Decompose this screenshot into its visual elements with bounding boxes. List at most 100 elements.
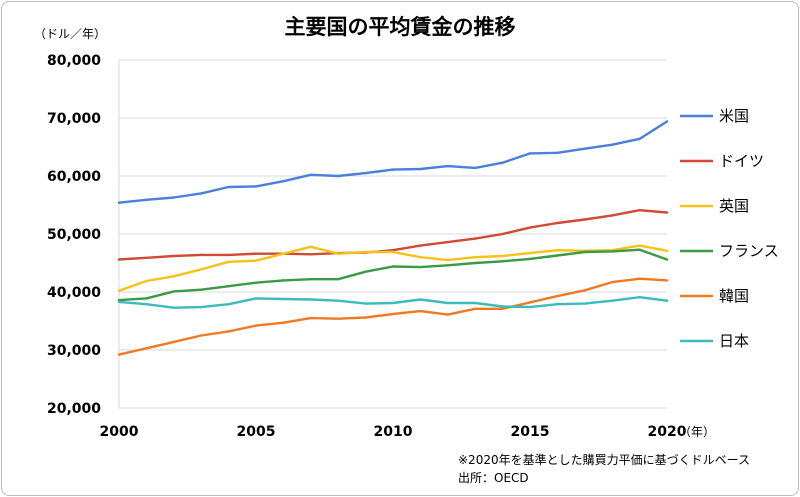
y-tick-label: 70,000 bbox=[47, 111, 101, 127]
x-tick-label: 2015 bbox=[511, 424, 550, 440]
data-point bbox=[474, 166, 477, 170]
data-point bbox=[528, 257, 532, 261]
data-point bbox=[254, 281, 258, 284]
data-point bbox=[474, 261, 477, 265]
legend-label: 英国 bbox=[719, 197, 749, 215]
data-point bbox=[145, 256, 148, 259]
data-point bbox=[583, 250, 586, 254]
y-tick-label: 60,000 bbox=[47, 169, 101, 185]
gridlines bbox=[118, 59, 667, 409]
data-point bbox=[200, 192, 203, 195]
data-point bbox=[583, 302, 586, 305]
data-point bbox=[200, 305, 203, 309]
data-point bbox=[446, 313, 449, 316]
data-point bbox=[391, 265, 395, 268]
data-point bbox=[282, 180, 285, 183]
data-point bbox=[611, 214, 614, 217]
chart-title: 主要国の平均賃金の推移 bbox=[285, 15, 516, 39]
data-point bbox=[556, 254, 559, 257]
footnote: ※2020年を基準とした購買力平価に基づくドルベース bbox=[458, 452, 750, 467]
data-point bbox=[528, 226, 532, 229]
x-tick-label: 2000 bbox=[100, 424, 139, 440]
data-point bbox=[145, 302, 148, 306]
data-point bbox=[391, 312, 395, 316]
x-axis-ticks: 2000 2005 2010 2015 2020 bbox=[100, 424, 687, 440]
data-point bbox=[282, 279, 285, 282]
data-point bbox=[528, 152, 532, 155]
data-point bbox=[638, 244, 641, 247]
data-point bbox=[117, 353, 121, 356]
data-point bbox=[227, 302, 230, 306]
data-point bbox=[665, 120, 669, 123]
data-point bbox=[665, 279, 669, 282]
data-point bbox=[556, 302, 559, 306]
data-point bbox=[172, 254, 175, 258]
data-point bbox=[665, 211, 669, 214]
data-point bbox=[117, 289, 121, 293]
data-point bbox=[638, 296, 641, 299]
y-tick-label: 40,000 bbox=[47, 285, 101, 301]
data-point bbox=[419, 265, 422, 269]
data-point bbox=[364, 171, 367, 175]
data-point bbox=[556, 151, 559, 154]
data-point bbox=[309, 298, 312, 301]
y-axis-unit: （ドル／年） bbox=[34, 27, 106, 41]
data-point bbox=[419, 167, 422, 171]
data-point bbox=[145, 297, 148, 300]
data-point bbox=[501, 307, 504, 311]
x-tick-label: 2010 bbox=[374, 424, 413, 440]
data-point bbox=[172, 290, 175, 293]
data-point bbox=[337, 252, 340, 255]
series-line bbox=[117, 120, 669, 204]
data-point bbox=[254, 324, 258, 327]
data-point bbox=[309, 278, 312, 281]
data-point bbox=[528, 301, 532, 304]
data-point bbox=[474, 307, 477, 311]
data-point bbox=[172, 306, 175, 309]
data-point bbox=[337, 278, 340, 281]
data-point bbox=[501, 305, 504, 308]
data-point bbox=[665, 299, 669, 302]
data-point bbox=[446, 240, 449, 244]
data-point bbox=[419, 298, 422, 301]
data-point bbox=[254, 252, 258, 255]
data-point bbox=[200, 334, 203, 337]
data-point bbox=[364, 316, 367, 319]
data-point bbox=[638, 137, 641, 141]
data-point bbox=[254, 185, 258, 188]
data-point bbox=[309, 316, 312, 320]
data-point bbox=[227, 285, 230, 288]
y-tick-label: 30,000 bbox=[47, 343, 101, 359]
data-point bbox=[282, 252, 285, 255]
data-point bbox=[282, 321, 285, 324]
data-point bbox=[391, 301, 395, 305]
data-point bbox=[528, 251, 532, 255]
data-point bbox=[337, 174, 340, 178]
data-point bbox=[227, 185, 230, 189]
data-point bbox=[419, 309, 422, 313]
data-point bbox=[172, 275, 175, 278]
data-point bbox=[172, 340, 175, 344]
data-point bbox=[556, 221, 559, 225]
legend-label: フランス bbox=[719, 242, 779, 260]
data-point bbox=[309, 245, 312, 248]
data-point bbox=[117, 201, 121, 204]
data-point bbox=[364, 270, 367, 273]
y-axis-ticks: 80,000 70,000 60,000 50,000 40,000 30,000 20,0… bbox=[47, 53, 101, 417]
data-point bbox=[282, 297, 285, 301]
data-point bbox=[446, 264, 449, 267]
data-point bbox=[583, 147, 586, 150]
data-point bbox=[556, 294, 559, 298]
data-point bbox=[501, 260, 504, 263]
data-point bbox=[337, 299, 340, 302]
legend-label: 米国 bbox=[719, 107, 749, 125]
data-point bbox=[200, 288, 203, 291]
data-point bbox=[227, 253, 230, 257]
data-point bbox=[117, 298, 121, 302]
x-tick-label: 2005 bbox=[237, 424, 276, 440]
x-tick-label: 2020 bbox=[648, 424, 687, 440]
data-point bbox=[501, 161, 504, 164]
data-point bbox=[611, 143, 614, 146]
data-point bbox=[117, 258, 121, 261]
